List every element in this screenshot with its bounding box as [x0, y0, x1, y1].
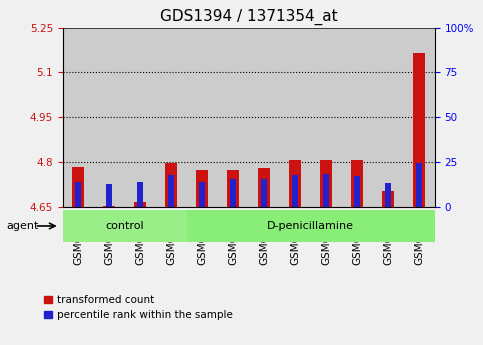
Bar [63, 28, 94, 207]
Bar [187, 210, 435, 241]
Bar [230, 179, 236, 207]
Bar [404, 28, 435, 207]
Bar [354, 176, 360, 207]
Bar [342, 28, 373, 207]
Bar [249, 28, 280, 207]
Bar [156, 28, 187, 207]
Bar [75, 182, 81, 207]
Bar [292, 175, 298, 207]
Text: control: control [105, 221, 144, 231]
Bar [187, 28, 218, 207]
Bar [196, 170, 209, 207]
Text: agent: agent [6, 221, 39, 231]
Bar [323, 174, 329, 207]
Bar [351, 160, 363, 207]
Bar [382, 191, 395, 207]
Bar [106, 184, 113, 207]
Bar [168, 175, 174, 207]
Legend: transformed count, percentile rank within the sample: transformed count, percentile rank withi… [44, 295, 233, 320]
Bar [165, 163, 177, 207]
Text: D-penicillamine: D-penicillamine [267, 221, 354, 231]
Bar [413, 53, 426, 207]
Bar [416, 163, 422, 207]
Bar [280, 28, 311, 207]
Bar [134, 201, 146, 207]
Bar [199, 182, 205, 207]
Bar [72, 167, 85, 207]
Bar [63, 210, 187, 241]
Bar [103, 206, 115, 207]
Bar [373, 28, 404, 207]
Bar [258, 168, 270, 207]
Bar [94, 28, 125, 207]
Bar [311, 28, 342, 207]
Bar [289, 160, 301, 207]
Title: GDS1394 / 1371354_at: GDS1394 / 1371354_at [160, 9, 338, 25]
Bar [261, 179, 268, 207]
Bar [320, 160, 332, 207]
Bar [125, 28, 156, 207]
Bar [385, 183, 391, 207]
Bar [227, 170, 240, 207]
Bar [218, 28, 249, 207]
Bar [137, 181, 143, 207]
